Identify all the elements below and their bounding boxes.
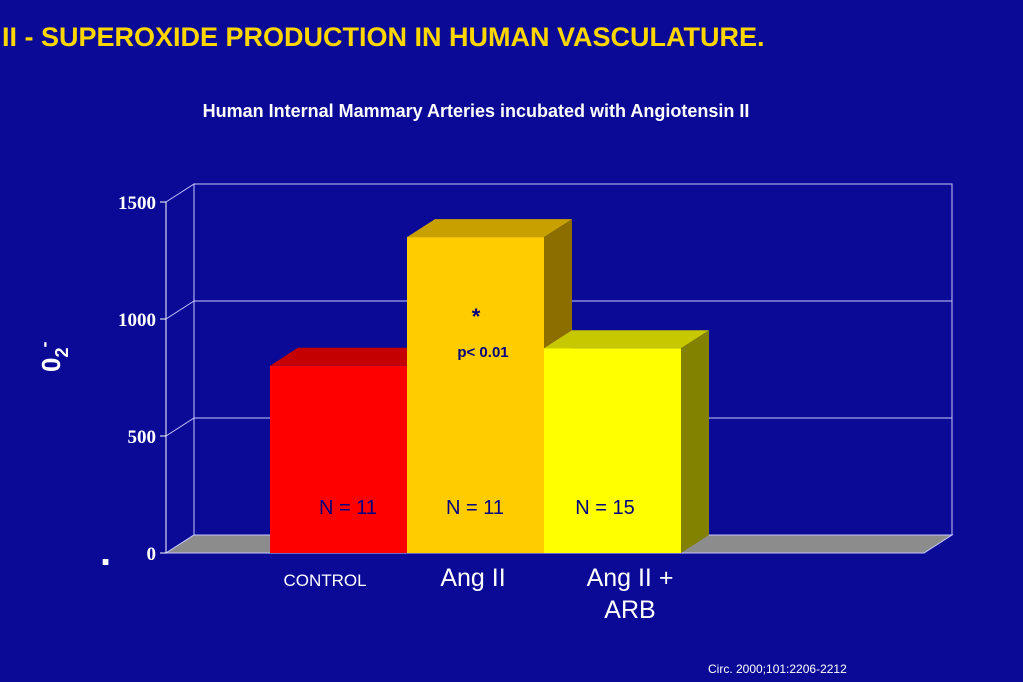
gridline-side <box>165 300 195 320</box>
x-category-label: Ang II <box>440 564 505 592</box>
annotation-pvalue: p< 0.01 <box>457 344 508 361</box>
y-axis-label-sup: - <box>34 342 54 348</box>
bar-n-label: N = 11 <box>446 497 504 519</box>
y-tick-label: 1000 <box>118 310 156 331</box>
side-wall <box>165 183 195 554</box>
bar-n-label: N = 11 <box>319 497 377 519</box>
bar <box>544 348 681 553</box>
y-axis-label-sub: 2 <box>52 348 72 358</box>
x-category-label: Ang II + ARB <box>587 564 674 624</box>
bar-top <box>407 219 572 238</box>
gridline-side <box>165 417 195 437</box>
bar-side <box>681 330 709 553</box>
y-axis-label: 02- <box>34 342 72 372</box>
y-axis-label-main: 0 <box>36 358 66 372</box>
slide-title: II - SUPEROXIDE PRODUCTION IN HUMAN VASC… <box>2 22 765 52</box>
annotation-star: * <box>472 304 481 329</box>
y-tick-label: 1500 <box>118 193 156 214</box>
y-tick-label: 0 <box>147 544 157 565</box>
bar-top <box>270 347 435 366</box>
bar <box>270 365 407 553</box>
stray-mark: . <box>100 530 111 574</box>
bar-n-label: N = 15 <box>575 497 634 519</box>
bar-top <box>544 330 709 349</box>
citation: Circ. 2000;101:2206-2212 <box>708 662 847 676</box>
x-category-label: CONTROL <box>283 571 366 590</box>
y-tick-label: 500 <box>128 427 157 448</box>
chart-subtitle: Human Internal Mammary Arteries incubate… <box>202 101 750 121</box>
bar <box>407 237 544 553</box>
